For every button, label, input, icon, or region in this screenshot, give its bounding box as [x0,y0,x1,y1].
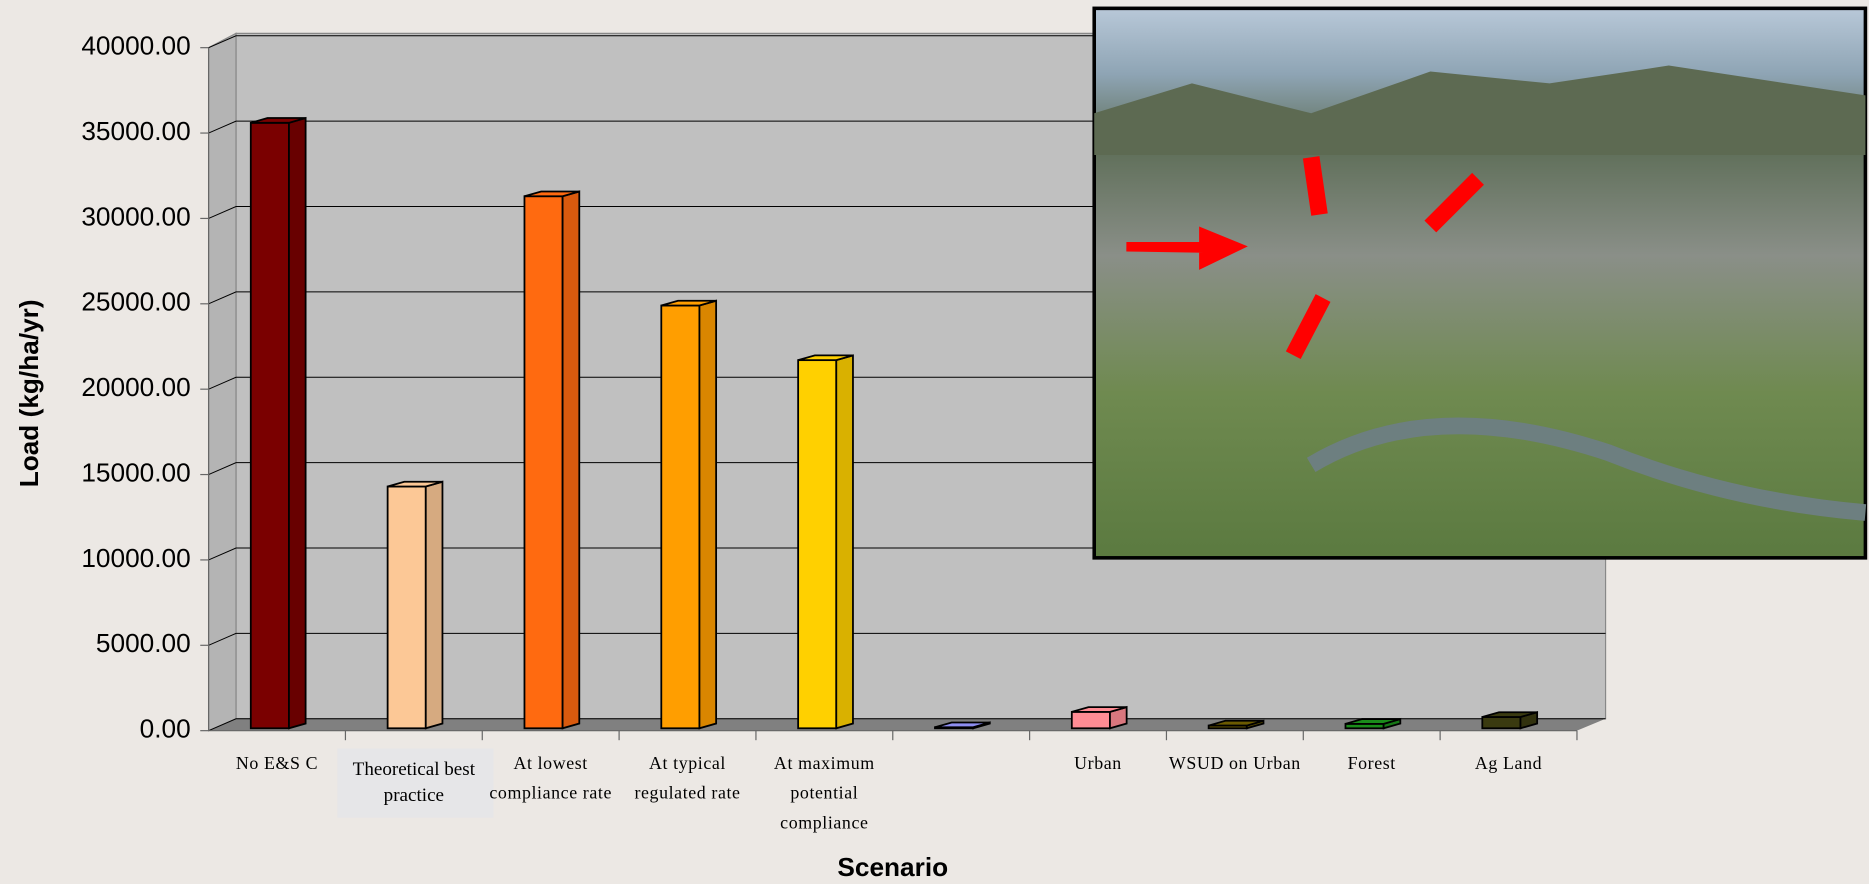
bar [797,354,854,730]
arrow [1285,294,1331,360]
bar-front [660,304,701,730]
x-tick-label: Ag Land [1474,754,1543,774]
x-tick-label: At lowest compliance rate [489,754,612,804]
bar [1070,705,1128,730]
marks: 0.00 5000.00 10000.00 15000.00 20000.00 25000… [81,31,1578,744]
bar-front [386,485,427,730]
y-tick-label: 30000.00 [81,201,190,231]
bar-top [524,190,580,198]
bar-side [835,354,854,730]
y-tick-label: 20000.00 [81,372,190,402]
bar-front [1481,716,1522,730]
bar-front [1070,710,1111,730]
bar [1481,711,1539,730]
bar-top [1482,711,1538,718]
bar [1207,719,1265,730]
bar-top [1345,718,1401,725]
bar-side [698,299,718,730]
bar-top [387,480,443,488]
arrow [1302,156,1328,216]
bar [523,190,581,730]
y-tick-label: 5000.00 [96,628,191,658]
x-tick-label: Forest [1347,754,1396,774]
bar [934,721,991,730]
bar-side [288,116,307,730]
y-tick-label: 35000.00 [81,116,190,146]
x-tick-label: Theoretical best practice [352,759,475,806]
bar [386,480,444,730]
mountains [1094,65,1866,155]
y-tick-label: 40000.00 [81,31,190,61]
bar-top [934,721,991,729]
y-tick-label: 0.00 [140,714,191,744]
x-tick-label: WSUD on Urban [1168,754,1301,774]
bar-front [523,195,564,730]
grid-line [208,718,1606,732]
x-tick-label: No E&S C [235,754,319,774]
bar-top [661,299,717,307]
river [1306,417,1867,521]
y-tick-label: 25000.00 [81,287,190,317]
x-tick-label: At typical regulated rate [634,754,741,804]
bar-top [797,354,854,362]
bar-side [424,480,444,730]
grid-line [208,632,1606,646]
bar-top [250,117,306,124]
bar-top [1071,706,1127,713]
side-wall [207,32,237,732]
bar-side [561,190,581,730]
inset-photo [1092,6,1868,560]
bar [249,116,307,730]
bar-top [1208,719,1264,727]
y-tick-label: 15000.00 [81,457,190,487]
y-tick-label: 10000.00 [81,543,190,573]
bar [660,299,718,730]
bar [1344,717,1402,730]
bar-front [797,359,838,730]
y-axis-label: Load (kg/ha/yr) [14,299,44,487]
arrow [1424,172,1484,233]
x-tick-label: Urban [1074,754,1122,774]
x-axis-label: Scenario [837,852,948,882]
x-tick-label: At maximum potential compliance [773,754,875,834]
label-highlight [337,748,494,818]
bar-front [249,121,290,730]
arrow [1126,226,1248,270]
